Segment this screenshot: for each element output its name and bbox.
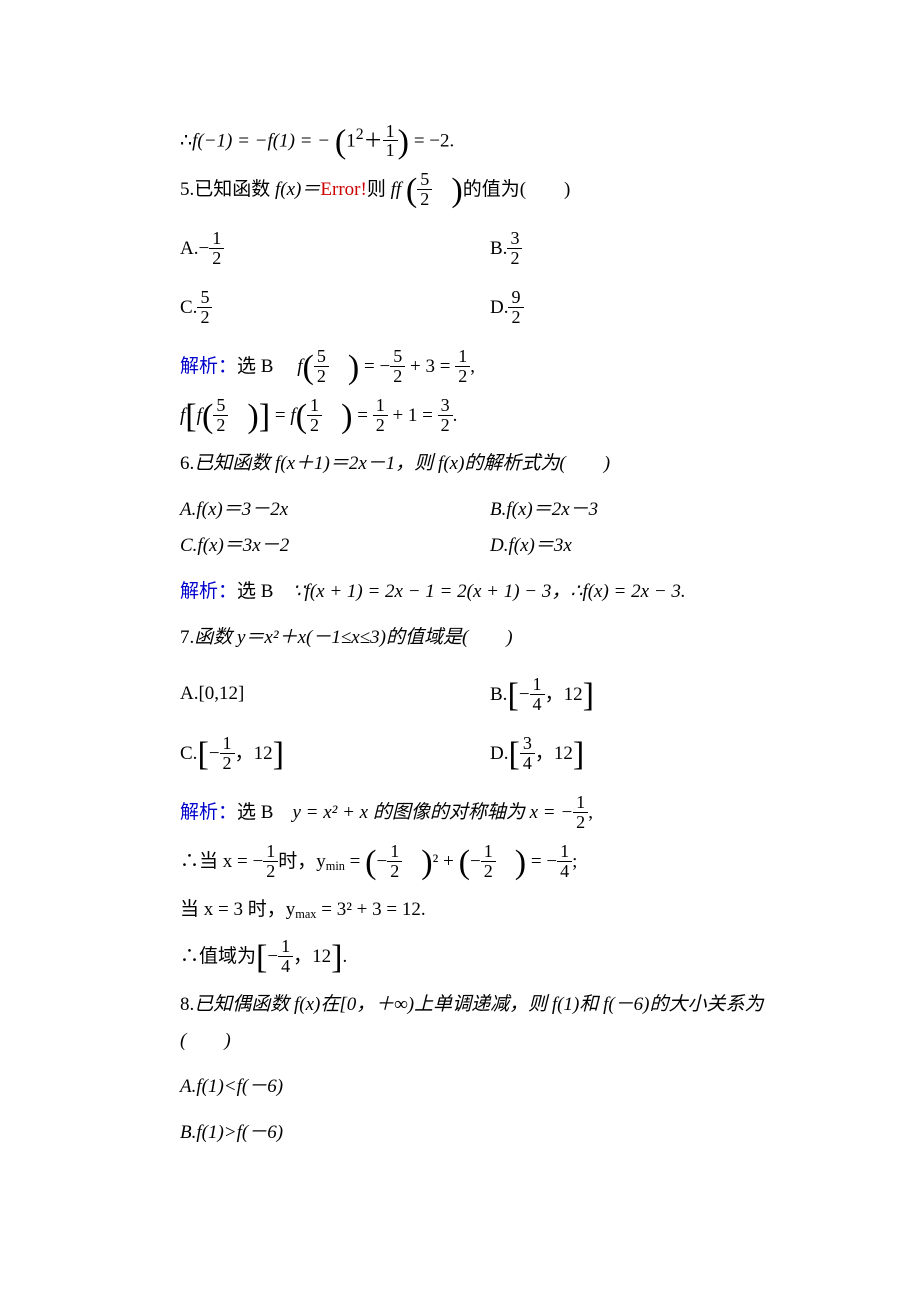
q6-stem: 6.已知函数 f(x＋1)＝2x－1，则 f(x)的解析式为( ): [180, 446, 800, 482]
q7-optD: D.[34，12]: [490, 735, 800, 774]
sol-choice: 选 B: [237, 356, 292, 377]
q7-options: A.[0,12] B.[−14，12] C.[−12，12] D.[34，12]: [180, 666, 800, 784]
prev-solution-tail: ∴f(−1) = −f(1) = − (12＋11) = −2.: [180, 120, 800, 161]
sol-label: 解析：: [180, 802, 237, 823]
sol-label: 解析：: [180, 581, 237, 602]
frac: 92: [508, 288, 523, 327]
q6-sol: 解析：选 B ∵f(x + 1) = 2x − 1 = 2(x + 1) − 3…: [180, 574, 800, 610]
q7-sol-l3: 当 x = 3 时，ymax = 3² + 3 = 12.: [180, 892, 800, 928]
q8-stem: 8.已知偶函数 f(x)在[0，＋∞)上单调递减，则 f(1)和 f(－6)的大…: [180, 987, 800, 1059]
prev-tail-result: = −2.: [414, 130, 454, 151]
q7-optB: B.[−14，12]: [490, 676, 800, 715]
frac: 12: [209, 229, 224, 268]
q5-stem-b: 则: [367, 179, 391, 200]
lparen: (: [335, 123, 346, 160]
q6-optD: D.f(x)＝3x: [490, 528, 800, 564]
q8-optB: B.f(1)>f(－6): [180, 1115, 800, 1151]
q5-sol-l2: f[f(52 )] = f(12 ) = 12 + 1 = 32.: [180, 397, 800, 436]
q7-sol-l2: ∴当 x = −12时，ymin = (−12 )² + (−12 ) = −1…: [180, 843, 800, 882]
q6-optA: A.f(x)＝3－2x: [180, 492, 490, 528]
prev-tail-frac: 11: [383, 122, 398, 161]
sq-exp: 2: [356, 126, 364, 143]
q5-optA: A.−12: [180, 230, 490, 269]
q5-error: Error!: [320, 179, 366, 200]
q5-optD: D.92: [490, 289, 800, 328]
q5-stem-c: 的值为( ): [463, 179, 571, 200]
q5-fx: f(x)＝: [275, 179, 320, 200]
therefore-sym: ∴: [180, 130, 192, 151]
q8-optA: A.f(1)<f(－6): [180, 1069, 800, 1105]
page-content: ∴f(−1) = −f(1) = − (12＋11) = −2. 5.已知函数 …: [0, 0, 920, 1221]
q6-optB: B.f(x)＝2x－3: [490, 492, 800, 528]
q7-sol-l1: 解析：选 B y = x² + x 的图像的对称轴为 x = −12,: [180, 794, 800, 833]
q6-optC: C.f(x)＝3x－2: [180, 528, 490, 564]
q7-optC: C.[−12，12]: [180, 735, 490, 774]
sol-label: 解析：: [180, 356, 237, 377]
q5-optB: B.32: [490, 230, 800, 269]
q5-stem-a: 已知函数: [194, 179, 275, 200]
rparen: ): [398, 123, 409, 160]
lparen: (: [406, 172, 417, 209]
q5-number: 5.: [180, 179, 194, 200]
prev-tail-expr: f(−1) = −f(1) = −: [192, 130, 330, 151]
q5-arg-frac: 52: [417, 170, 432, 209]
q7-stem: 7.函数 y＝x²＋x(－1≤x≤3)的值域是( ): [180, 620, 800, 656]
q5-options: A.−12 B.32 C.52 D.92: [180, 220, 800, 338]
q7-optA: A.[0,12]: [180, 676, 490, 715]
q6-options: A.f(x)＝3－2x B.f(x)＝2x－3 C.f(x)＝3x－2 D.f(…: [180, 492, 800, 564]
frac: 52: [197, 288, 212, 327]
q5-optC: C.52: [180, 289, 490, 328]
rparen: ): [451, 172, 462, 209]
q5-stem: 5.已知函数 f(x)＝Error!则 ff (52 )的值为( ): [180, 171, 800, 210]
sq-base: 1: [346, 130, 356, 151]
frac: 32: [507, 229, 522, 268]
q7-sol-l4: ∴值域为[−14，12].: [180, 938, 800, 977]
q5-sol-l1: 解析：选 B f(52 ) = −52 + 3 = 12,: [180, 348, 800, 387]
q5-ff: ff: [391, 179, 402, 200]
